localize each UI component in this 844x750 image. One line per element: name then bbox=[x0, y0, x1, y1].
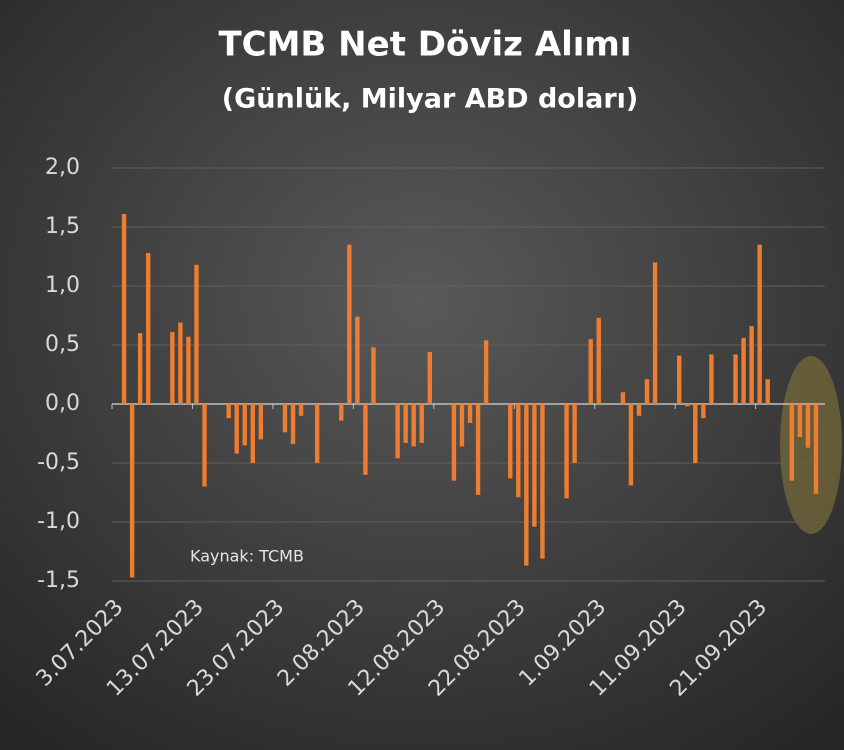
bar bbox=[475, 404, 481, 495]
bar bbox=[701, 404, 706, 419]
bar bbox=[242, 404, 247, 446]
bar bbox=[403, 404, 408, 443]
bar bbox=[588, 339, 593, 404]
bar bbox=[644, 379, 650, 404]
bar bbox=[540, 404, 545, 559]
bar bbox=[741, 337, 746, 404]
bar bbox=[298, 404, 304, 416]
bar bbox=[805, 404, 811, 448]
bar bbox=[532, 404, 537, 527]
bar bbox=[596, 317, 601, 404]
bar bbox=[789, 404, 795, 481]
bar bbox=[709, 354, 714, 404]
bar bbox=[250, 404, 255, 463]
bar bbox=[508, 404, 513, 479]
chart-title: TCMB Net Döviz Alımı bbox=[218, 25, 631, 65]
bar bbox=[371, 347, 376, 404]
bar bbox=[813, 404, 819, 494]
bar bbox=[347, 244, 352, 404]
y-tick-label: 0,0 bbox=[45, 391, 80, 416]
bar bbox=[226, 404, 231, 419]
bar bbox=[628, 404, 634, 486]
highlight-ellipse bbox=[780, 356, 842, 534]
bar bbox=[749, 326, 754, 404]
bar bbox=[685, 404, 690, 407]
bar bbox=[129, 404, 135, 578]
bar bbox=[121, 214, 127, 404]
bar bbox=[419, 404, 424, 443]
bar bbox=[451, 404, 457, 481]
bar bbox=[202, 404, 207, 487]
bar bbox=[467, 404, 473, 423]
bar bbox=[677, 355, 682, 404]
bar bbox=[765, 379, 770, 404]
bar bbox=[355, 316, 360, 404]
y-tick-label: 2,0 bbox=[45, 155, 80, 180]
bar bbox=[363, 404, 368, 475]
bar bbox=[652, 262, 658, 404]
bar bbox=[564, 404, 569, 499]
bar bbox=[693, 404, 698, 463]
bar bbox=[194, 264, 199, 404]
bar bbox=[524, 404, 529, 566]
bar bbox=[427, 352, 432, 404]
bar bbox=[483, 340, 489, 404]
source-note: Kaynak: TCMB bbox=[190, 547, 304, 566]
bar bbox=[186, 336, 191, 404]
bar bbox=[733, 354, 738, 404]
y-tick-label: -0,5 bbox=[37, 450, 80, 475]
bar bbox=[178, 322, 183, 404]
y-tick-label: 1,0 bbox=[45, 273, 80, 298]
y-tick-label: -1,0 bbox=[37, 509, 80, 534]
chart-subtitle: (Günlük, Milyar ABD doları) bbox=[222, 84, 639, 115]
bar bbox=[339, 404, 344, 421]
bar bbox=[757, 244, 762, 404]
bar bbox=[234, 404, 239, 454]
bar bbox=[314, 404, 320, 463]
bar bbox=[572, 404, 577, 463]
y-tick-label: 1,5 bbox=[45, 214, 80, 239]
y-tick-label: -1,5 bbox=[37, 568, 80, 593]
bar bbox=[146, 252, 151, 404]
y-tick-label: 0,5 bbox=[45, 332, 80, 357]
bar bbox=[620, 392, 626, 404]
bar bbox=[282, 404, 288, 433]
bar bbox=[636, 404, 642, 416]
bar bbox=[797, 404, 803, 438]
bar bbox=[290, 404, 296, 445]
bar bbox=[459, 404, 465, 447]
bar bbox=[170, 332, 175, 404]
bar bbox=[395, 404, 400, 459]
bar bbox=[516, 404, 521, 498]
bar bbox=[258, 404, 264, 440]
bar bbox=[137, 333, 143, 404]
bar bbox=[411, 404, 416, 447]
